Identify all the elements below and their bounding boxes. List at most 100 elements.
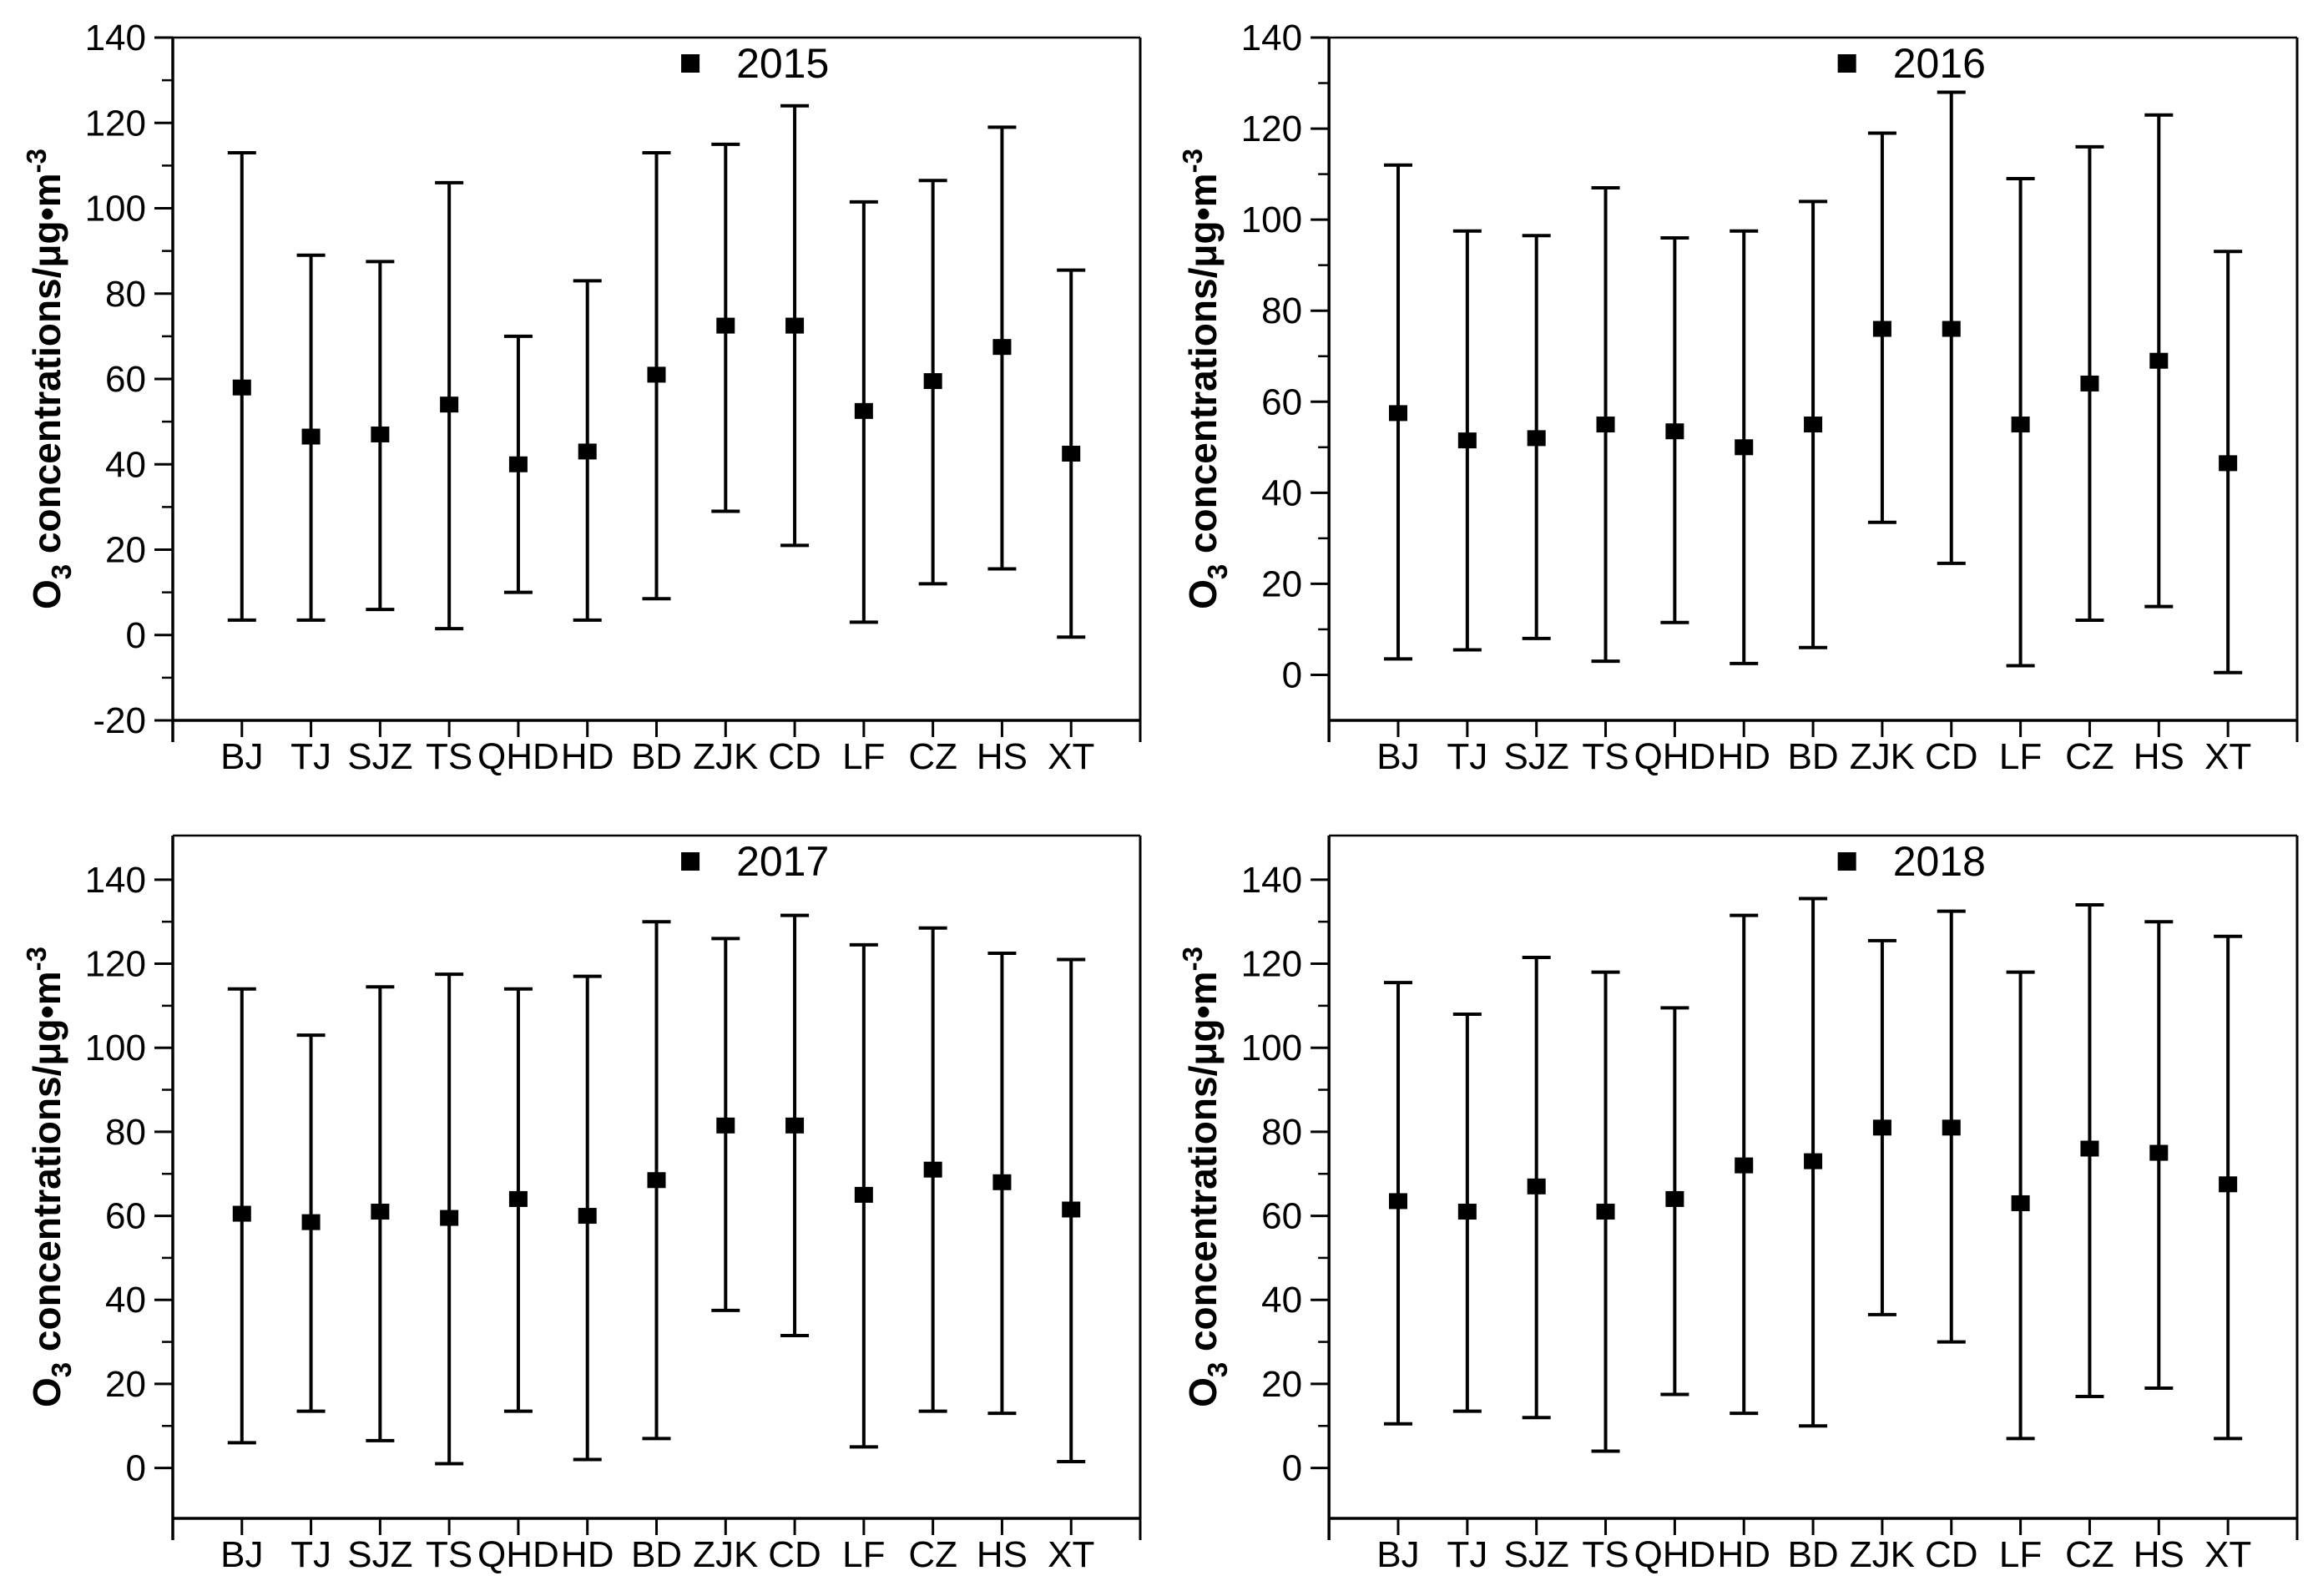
mean-marker bbox=[647, 1172, 666, 1189]
x-axis-category-label: HS bbox=[977, 736, 1028, 777]
x-axis-category-label: SJZ bbox=[347, 736, 412, 777]
x-axis-category-label: CD bbox=[768, 1534, 821, 1575]
legend-label: 2015 bbox=[736, 40, 829, 87]
y-axis-tick-label: 140 bbox=[85, 18, 146, 58]
mean-marker bbox=[1665, 1190, 1684, 1207]
legend-label: 2017 bbox=[736, 838, 829, 885]
y-axis-tick-label: 60 bbox=[105, 359, 146, 400]
y-axis-tick-label: 20 bbox=[1261, 1364, 1302, 1405]
x-axis-category-label: HD bbox=[561, 1534, 614, 1575]
x-axis-category-label: BD bbox=[631, 736, 682, 777]
mean-marker bbox=[923, 1161, 942, 1178]
x-axis-category-label: QHD bbox=[477, 736, 559, 777]
x-axis-category-label: HS bbox=[977, 1534, 1028, 1575]
mean-marker bbox=[923, 373, 942, 390]
x-axis-category-label: LF bbox=[1999, 736, 2042, 777]
mean-marker bbox=[1872, 1119, 1891, 1136]
y-axis-tick-label: 40 bbox=[105, 1280, 146, 1321]
x-axis-category-label: BJ bbox=[1376, 1534, 1419, 1575]
mean-marker bbox=[992, 339, 1012, 356]
mean-marker bbox=[1062, 445, 1081, 462]
mean-marker bbox=[1388, 1193, 1408, 1210]
mean-marker bbox=[2149, 1144, 2169, 1161]
mean-marker bbox=[2080, 1140, 2099, 1157]
mean-marker bbox=[1804, 417, 1823, 433]
mean-marker bbox=[2219, 1176, 2238, 1193]
y-axis-tick-label: 120 bbox=[1241, 944, 1302, 985]
mean-marker bbox=[578, 1208, 597, 1225]
chart-svg: 0 20 40 60 80 100 120 140 BJ TJ SJZ TS QHD HD BD ZJK CD L… bbox=[1177, 18, 2299, 777]
y-axis-title: O3 concentrations/μg•m-3 bbox=[21, 149, 77, 609]
y-axis-tick-label: 80 bbox=[1261, 290, 1302, 331]
x-axis-category-label: CZ bbox=[908, 736, 957, 777]
x-axis-category-label: BJ bbox=[220, 1534, 263, 1575]
x-axis-category-label: LF bbox=[842, 736, 885, 777]
x-axis-category-label: XT bbox=[1048, 1534, 1094, 1575]
chart-svg: -20 0 20 40 60 80 100 120 140 BJ TJ SJZ TS QHD HD BD ZJK… bbox=[21, 18, 1142, 777]
x-axis-category-label: HS bbox=[2134, 736, 2184, 777]
chart-panel-2: 0 20 40 60 80 100 120 140 BJ TJ SJZ TS QHD HD BD ZJK CD L… bbox=[1156, 0, 2313, 798]
x-axis-category-label: TJ bbox=[290, 736, 331, 777]
y-axis-tick-label: 80 bbox=[105, 274, 146, 315]
x-axis-category-label: BJ bbox=[220, 736, 263, 777]
x-axis-category-label: CD bbox=[768, 736, 821, 777]
y-axis-title: O3 concentrations/μg•m-3 bbox=[21, 947, 77, 1407]
y-axis-title: O3 concentrations/μg•m-3 bbox=[1177, 149, 1233, 609]
x-axis-category-label: TS bbox=[426, 736, 472, 777]
x-axis-category-label: CZ bbox=[908, 1534, 957, 1575]
x-axis-category-label: CD bbox=[1925, 736, 1978, 777]
x-axis-category-label: BD bbox=[631, 1534, 682, 1575]
x-axis-category-label: ZJK bbox=[693, 736, 758, 777]
mean-marker bbox=[716, 317, 735, 334]
y-axis-tick-label: 140 bbox=[85, 860, 146, 901]
mean-marker bbox=[508, 456, 528, 472]
x-axis-category-label: TJ bbox=[1447, 1534, 1487, 1575]
mean-marker bbox=[992, 1174, 1012, 1190]
x-axis-category-label: LF bbox=[1999, 1534, 2042, 1575]
y-axis-tick-label: 140 bbox=[1241, 18, 1302, 58]
y-axis-tick-label: 100 bbox=[85, 1028, 146, 1068]
x-axis-category-label: CZ bbox=[2065, 736, 2114, 777]
x-axis-category-label: TS bbox=[1582, 1534, 1629, 1575]
mean-marker bbox=[1062, 1201, 1081, 1218]
mean-marker bbox=[371, 426, 390, 442]
mean-marker bbox=[1596, 1204, 1615, 1220]
chart-panel-4: 0 20 40 60 80 100 120 140 BJ TJ SJZ TS QHD HD BD ZJK CD L… bbox=[1156, 798, 2313, 1596]
mean-marker bbox=[1942, 321, 1961, 337]
y-axis-tick-label: 0 bbox=[1282, 654, 1302, 695]
mean-marker bbox=[2149, 352, 2169, 369]
legend-marker bbox=[1837, 852, 1856, 871]
y-axis-tick-label: 80 bbox=[105, 1112, 146, 1153]
x-axis-category-label: CD bbox=[1925, 1534, 1978, 1575]
x-axis-category-label: BD bbox=[1787, 1534, 1838, 1575]
y-axis-tick-label: 40 bbox=[105, 444, 146, 485]
x-axis-category-label: ZJK bbox=[693, 1534, 758, 1575]
mean-marker bbox=[854, 1186, 873, 1203]
x-axis-category-label: XT bbox=[2204, 1534, 2251, 1575]
mean-marker bbox=[1527, 1178, 1546, 1194]
x-axis-category-label: ZJK bbox=[1850, 736, 1915, 777]
chart-panel-3: 0 20 40 60 80 100 120 140 BJ TJ SJZ TS QHD HD BD ZJK CD L… bbox=[0, 798, 1156, 1596]
y-axis-tick-label: 120 bbox=[85, 103, 146, 144]
mean-marker bbox=[508, 1190, 528, 1207]
y-axis-tick-label: 40 bbox=[1261, 472, 1302, 513]
y-axis-tick-label: 100 bbox=[1241, 200, 1302, 240]
x-axis-category-label: SJZ bbox=[1504, 736, 1569, 777]
mean-marker bbox=[440, 1210, 459, 1226]
x-axis-category-label: SJZ bbox=[1504, 1534, 1569, 1575]
mean-marker bbox=[647, 366, 666, 383]
mean-marker bbox=[1872, 321, 1891, 337]
x-axis-category-label: BJ bbox=[1376, 736, 1419, 777]
mean-marker bbox=[716, 1117, 735, 1134]
x-axis-category-label: TS bbox=[1582, 736, 1629, 777]
y-axis-tick-label: 20 bbox=[105, 1364, 146, 1405]
y-axis-tick-label: 60 bbox=[1261, 381, 1302, 422]
mean-marker bbox=[2219, 455, 2238, 472]
y-axis-tick-label: 0 bbox=[1282, 1448, 1302, 1489]
x-axis-category-label: XT bbox=[1048, 736, 1094, 777]
mean-marker bbox=[232, 1205, 251, 1222]
x-axis-category-label: ZJK bbox=[1850, 1534, 1915, 1575]
y-axis-tick-label: 60 bbox=[105, 1196, 146, 1237]
y-axis-tick-label: 20 bbox=[105, 530, 146, 571]
mean-marker bbox=[1735, 439, 1754, 456]
